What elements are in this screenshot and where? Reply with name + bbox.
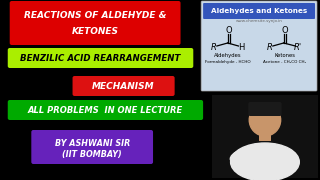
FancyBboxPatch shape — [259, 133, 271, 141]
Text: R: R — [267, 42, 273, 51]
FancyBboxPatch shape — [8, 100, 203, 120]
Text: (IIT BOMBAY): (IIT BOMBAY) — [62, 150, 122, 159]
FancyBboxPatch shape — [248, 102, 282, 116]
Text: H: H — [238, 42, 244, 51]
Ellipse shape — [230, 148, 256, 162]
Text: Formaldehyde - HCHO: Formaldehyde - HCHO — [205, 60, 251, 64]
Text: O: O — [281, 26, 288, 35]
Text: BY ASHWANI SIR: BY ASHWANI SIR — [54, 138, 130, 147]
FancyBboxPatch shape — [8, 48, 193, 68]
FancyBboxPatch shape — [201, 1, 317, 91]
FancyBboxPatch shape — [203, 3, 315, 19]
Text: REACTIONS OF ALDEHYDE &: REACTIONS OF ALDEHYDE & — [24, 10, 166, 19]
Text: KETONES: KETONES — [72, 26, 119, 35]
FancyBboxPatch shape — [31, 130, 153, 164]
Text: ALL PROBLEMS  IN ONE LECTURE: ALL PROBLEMS IN ONE LECTURE — [27, 105, 183, 114]
FancyBboxPatch shape — [10, 1, 180, 45]
Text: www.chemsite.synjo.in: www.chemsite.synjo.in — [236, 19, 283, 23]
Text: Ketones: Ketones — [274, 53, 295, 57]
Text: Aldehydes: Aldehydes — [214, 53, 242, 57]
Ellipse shape — [271, 148, 298, 162]
Text: R': R' — [294, 42, 302, 51]
Circle shape — [249, 104, 281, 136]
Text: BENZILIC ACID REARRANGEMENT: BENZILIC ACID REARRANGEMENT — [20, 53, 180, 62]
Text: R: R — [211, 42, 217, 51]
FancyBboxPatch shape — [212, 95, 318, 178]
Ellipse shape — [231, 143, 299, 180]
Text: Aldehydes and Ketones: Aldehydes and Ketones — [211, 8, 307, 14]
Text: MECHANISM: MECHANISM — [92, 82, 155, 91]
Text: O: O — [225, 26, 232, 35]
Text: Acetone - CH₃CO CH₃: Acetone - CH₃CO CH₃ — [263, 60, 306, 64]
FancyBboxPatch shape — [73, 76, 175, 96]
